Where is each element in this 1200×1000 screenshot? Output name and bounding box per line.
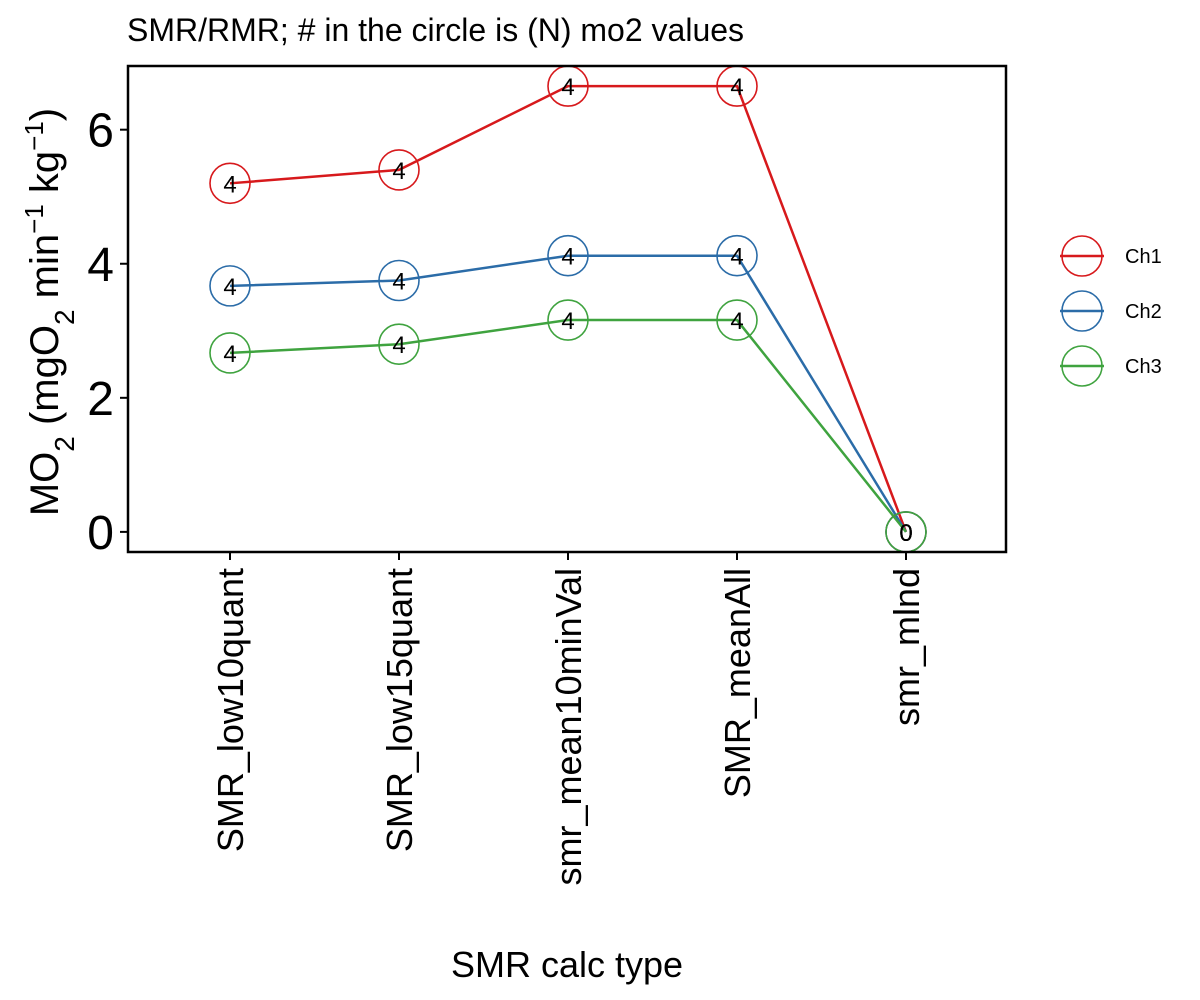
data-point-ch2 xyxy=(209,265,251,307)
data-point-count-label: 0 xyxy=(899,520,912,547)
y-axis-title-part: ) xyxy=(23,108,67,121)
data-point-ch2 xyxy=(547,234,589,277)
y-axis-title-part: −1 xyxy=(19,121,49,151)
data-point-count-label: 0 xyxy=(899,520,912,547)
y-tick-label: 4 xyxy=(87,239,114,292)
y-tick-label: 6 xyxy=(87,105,114,158)
data-point-count-label: 4 xyxy=(730,74,743,101)
legend: Ch1 Ch2 Ch3 xyxy=(1060,235,1162,387)
legend-label: Ch3 xyxy=(1125,356,1162,378)
y-axis-title-part: MO xyxy=(23,452,67,516)
x-tick-label: smr_mean10minVal xyxy=(548,568,589,885)
data-point-count-label: 4 xyxy=(223,171,236,198)
data-point-count-label: 4 xyxy=(730,244,743,271)
data-point-ch2 xyxy=(716,234,758,277)
x-tick-label: SMR_low10quant xyxy=(210,568,251,852)
x-tick-label: smr_mlnd xyxy=(886,568,927,726)
series-layer: 4 44 404 44 404 44 40 xyxy=(209,65,927,553)
series-line-ch3 xyxy=(229,318,907,533)
data-point-count-label: 4 xyxy=(561,74,574,101)
y-axis-title-part: min xyxy=(23,234,67,310)
data-point-count-label: 4 xyxy=(392,269,405,296)
data-point-ch3 xyxy=(547,299,589,341)
series-line-ch1 xyxy=(229,84,908,533)
data-point-ch3 xyxy=(378,323,420,365)
x-tick-label: SMR_meanAll xyxy=(717,568,758,798)
legend-label: Ch1 xyxy=(1125,246,1162,268)
legend-item-ch2: Ch2 xyxy=(1060,290,1162,332)
x-tick-label: SMR_low15quant xyxy=(379,568,420,852)
chart-title: SMR/RMR; # in the circle is (N) mo2 valu… xyxy=(127,12,744,48)
legend-item-ch1: Ch1 xyxy=(1060,235,1162,277)
data-point-count-label: 4 xyxy=(392,158,405,185)
y-tick-label: 0 xyxy=(87,507,114,560)
data-point-ch1 xyxy=(378,149,420,191)
x-axis: SMR_low10quant SMR_low15quant smr_mean10mi… xyxy=(210,552,927,885)
y-axis-title-part: −1 xyxy=(19,204,49,234)
y-axis-title-part: (mgO xyxy=(23,325,67,436)
data-point-count-label: 4 xyxy=(223,341,236,368)
data-point-ch2 xyxy=(378,259,420,302)
y-axis-title: MO2 (mgO2 min−1 kg−1) xyxy=(19,108,80,516)
y-tick-label: 2 xyxy=(87,373,114,426)
legend-label: Ch2 xyxy=(1125,301,1162,323)
y-axis-title-part: kg xyxy=(23,151,67,204)
data-point-count-label: 4 xyxy=(730,308,743,335)
x-axis-title: SMR calc type xyxy=(451,944,683,985)
data-point-count-label: 4 xyxy=(561,244,574,271)
data-point-count-label: 4 xyxy=(223,274,236,301)
data-point-ch1 xyxy=(209,162,251,205)
series-line-ch2 xyxy=(229,254,908,533)
legend-item-ch3: Ch3 xyxy=(1060,345,1162,387)
data-point-count-label: 0 xyxy=(899,520,912,547)
data-point-count-label: 4 xyxy=(392,332,405,359)
y-axis: 0 2 4 6 xyxy=(87,105,128,560)
y-axis-title-part: 2 xyxy=(49,436,80,452)
data-point-ch3 xyxy=(716,299,758,341)
y-axis-title-part: 2 xyxy=(49,309,80,325)
data-point-count-label: 4 xyxy=(561,308,574,335)
data-point-ch3 xyxy=(209,332,251,374)
